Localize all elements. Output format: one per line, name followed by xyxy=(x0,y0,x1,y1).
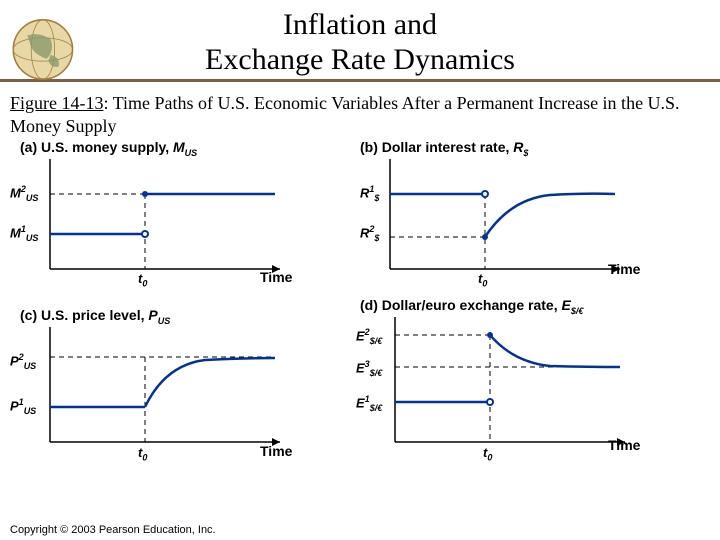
panel-c-t0: t0 xyxy=(138,445,147,463)
panel-a: (a) U.S. money supply, MUS M2US M1US t0 … xyxy=(10,139,350,309)
panel-d-time: Time xyxy=(608,437,640,453)
panel-a-time: Time xyxy=(260,269,292,285)
panel-b: (b) Dollar interest rate, R$ R1$ R2$ t0 … xyxy=(360,139,710,309)
panels-container: (a) U.S. money supply, MUS M2US M1US t0 … xyxy=(10,139,710,519)
panel-a-chart xyxy=(10,139,350,309)
figure-caption: Figure 14-13: Time Paths of U.S. Economi… xyxy=(0,88,720,139)
panel-d-chart xyxy=(360,297,720,507)
panel-c-time: Time xyxy=(260,443,292,459)
figure-number: Figure 14-13 xyxy=(10,93,104,113)
figure-caption-text: : Time Paths of U.S. Economic Variables … xyxy=(10,93,680,136)
panel-b-chart xyxy=(360,139,710,309)
title-line-1: Inflation and xyxy=(283,8,437,41)
copyright-text: Copyright © 2003 Pearson Education, Inc. xyxy=(10,524,216,536)
globe-icon xyxy=(0,12,78,90)
panel-c: (c) U.S. price level, PUS P2US P1US t0 T… xyxy=(10,307,350,507)
panel-b-t0: t0 xyxy=(478,271,487,289)
header-divider xyxy=(0,79,720,82)
panel-b-time: Time xyxy=(608,261,640,277)
panel-a-t0: t0 xyxy=(138,271,147,289)
panel-d-t0: t0 xyxy=(483,445,492,463)
panel-d: (d) Dollar/euro exchange rate, E$/€ E2$/… xyxy=(360,297,720,507)
slide-header: Inflation and Exchange Rate Dynamics xyxy=(0,0,720,88)
slide-title: Inflation and Exchange Rate Dynamics xyxy=(0,8,720,77)
title-line-2: Exchange Rate Dynamics xyxy=(205,43,515,76)
panel-c-chart xyxy=(10,307,350,507)
